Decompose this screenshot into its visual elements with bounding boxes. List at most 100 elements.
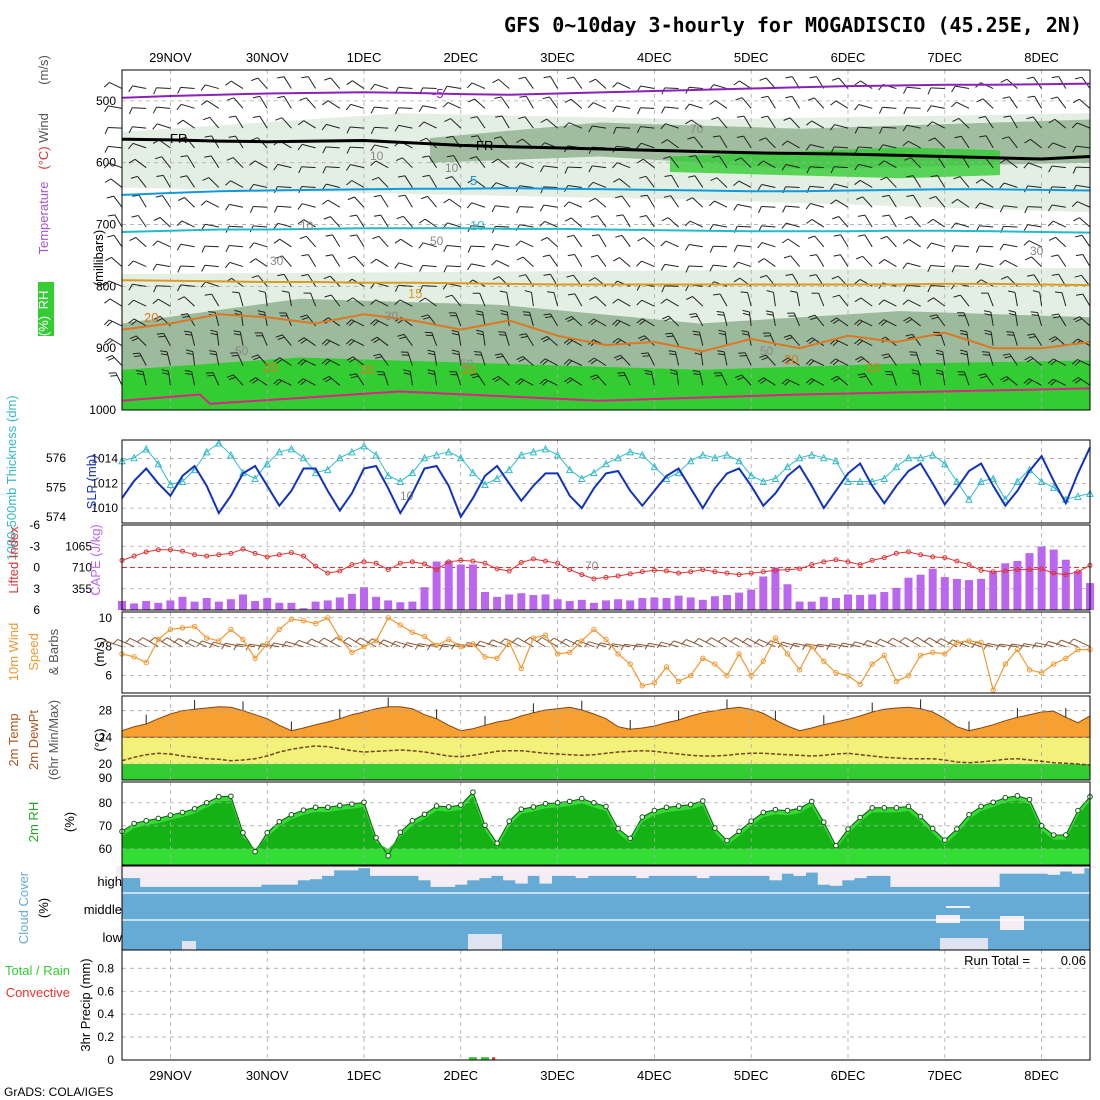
rh-axis-label: 2m RH [26, 802, 41, 842]
wind-barb [907, 299, 921, 307]
wind-barb-flag [152, 106, 157, 114]
wind-barb [545, 358, 558, 366]
wind-barb-flag [155, 317, 163, 322]
wind-barb-flag [1074, 274, 1082, 278]
wind-barb [398, 284, 413, 287]
wind-barb [288, 292, 292, 307]
wind-barb-flag [394, 238, 401, 244]
wind-barb [568, 122, 582, 129]
cape-bar [468, 564, 477, 610]
wind-barb-flag [106, 195, 114, 199]
cloud-high-gap [587, 866, 601, 876]
contour-label: 20 [866, 360, 880, 375]
wind-barb-flag [153, 285, 157, 293]
wind-axis-label-1: 10m Wind [6, 623, 21, 682]
wind-barb [216, 331, 220, 346]
wind-barb [593, 357, 607, 366]
wind-barb [235, 115, 244, 129]
wind-point [494, 655, 500, 661]
wind-barb-flag [926, 121, 933, 127]
wind-barb [458, 351, 462, 366]
wind-barb-flag [717, 353, 725, 356]
wind-barb [864, 214, 873, 228]
wind-barb-flag [201, 245, 206, 253]
wind-barb-flag [105, 355, 113, 359]
wind-barb [351, 338, 365, 347]
wind-barb-flag [134, 355, 142, 357]
rh-tick: 80 [99, 796, 113, 810]
run-total-label: Run Total = [964, 953, 1030, 968]
wind-point [240, 636, 246, 643]
thickness-point [723, 450, 731, 459]
wind-barb-flag [1007, 643, 1013, 651]
wind-barb [211, 293, 220, 307]
wind-barb [642, 158, 655, 169]
wind-barb [253, 242, 268, 248]
wind-barb-flag [857, 214, 865, 217]
wind-barb-flag [978, 116, 986, 119]
wind-point [542, 632, 549, 638]
wind-barb-flag [370, 282, 376, 289]
slp-line [121, 446, 1091, 519]
wind-barb-flag [253, 356, 261, 361]
wind-barb-flag [128, 85, 133, 93]
wind-barb-flag [809, 274, 817, 277]
wind-barb-flag [902, 124, 908, 132]
wind-barb-flag [640, 337, 647, 342]
wind-barb-flag [618, 374, 626, 377]
wind-barb-flag [201, 100, 208, 106]
li-point [651, 567, 657, 573]
wind-barb [1014, 312, 1018, 326]
wind-barb [958, 118, 970, 129]
thickness-point [892, 462, 901, 471]
wind-barb [330, 294, 341, 307]
wind-barb [430, 643, 449, 648]
wind-barb-flag [975, 202, 981, 209]
wind-barb-flag [511, 637, 519, 643]
li-point [1051, 570, 1057, 576]
wind-barb [474, 98, 486, 109]
cape-bar [1025, 553, 1034, 610]
wind-barb [354, 196, 365, 208]
wind-barb [811, 337, 825, 347]
wind-barb-flag [107, 357, 115, 361]
wind-barb [257, 354, 268, 366]
thickness-point [420, 453, 429, 462]
wind-barb-flag [856, 196, 863, 200]
wind-barb-flag [103, 280, 110, 287]
contour-label: 20 [144, 310, 158, 325]
wind-barb-flag [572, 639, 578, 646]
precip-total-bar [468, 1057, 477, 1060]
wind-barb-flag [1032, 290, 1040, 293]
wind-barb [306, 235, 316, 248]
wind-barb-flag [740, 291, 748, 294]
wind-point [228, 626, 234, 633]
wind-barb-flag [519, 95, 527, 98]
wind-barb [748, 311, 752, 326]
thickness-point [614, 453, 622, 462]
cape-bar [614, 599, 623, 610]
wind-barb [204, 264, 219, 268]
wind-barb [1051, 186, 1066, 188]
cape-bar [541, 594, 550, 610]
wind-barb [743, 135, 752, 149]
wind-point [603, 636, 609, 643]
wind-barb-flag [1006, 331, 1014, 333]
wind-barb-flag [1031, 314, 1039, 316]
wind-barb-flag [1053, 316, 1061, 319]
wind-barb-flag [564, 315, 572, 320]
wind-barb-flag [418, 105, 424, 113]
li-point [385, 567, 391, 573]
thickness-point [432, 450, 441, 459]
thickness-point [940, 459, 949, 468]
wind-barb-flag [394, 262, 400, 269]
wind-barb-flag [492, 375, 499, 381]
wind-barb-flag [684, 103, 690, 110]
wind-point [966, 638, 972, 644]
wind-barb-flag [1019, 643, 1025, 650]
wind-barb-flag [153, 87, 157, 95]
date-label-bottom: 4DEC [637, 1068, 672, 1083]
wind-barb-flag [136, 373, 144, 376]
temp-axis-unit: (°C) [92, 728, 107, 751]
wind-barb [180, 284, 195, 287]
